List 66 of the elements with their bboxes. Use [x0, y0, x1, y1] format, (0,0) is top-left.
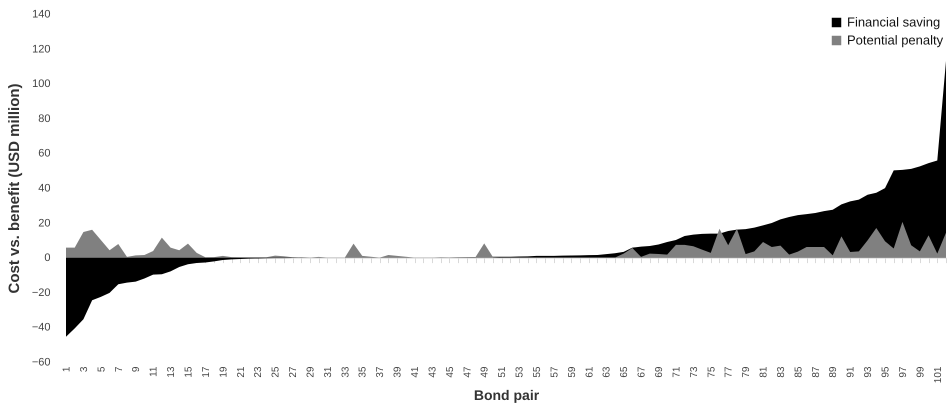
x-tick-label: 55: [532, 366, 543, 378]
x-tick-label: 77: [724, 366, 735, 378]
y-tick-label: −60: [32, 356, 50, 368]
x-tick-label: 33: [340, 366, 352, 378]
x-tick-label: 23: [253, 366, 264, 378]
y-tick-label: 120: [32, 43, 50, 56]
x-tick-label: 73: [688, 366, 700, 378]
x-tick-label: 31: [322, 366, 334, 378]
x-tick-label: 97: [898, 366, 909, 378]
x-tick-label: 95: [880, 366, 892, 378]
x-tick-label: 101: [932, 366, 944, 384]
x-tick-label: 29: [305, 366, 316, 378]
y-tick-label: 100: [32, 78, 50, 90]
x-tick-label: 15: [183, 366, 194, 378]
x-tick-label: 53: [514, 366, 526, 378]
x-tick-label: 5: [96, 366, 108, 372]
x-tick-label: 57: [549, 366, 560, 378]
x-tick-label: 63: [602, 366, 613, 378]
legend-label: Financial saving: [847, 14, 940, 30]
x-tick-label: 37: [375, 366, 386, 378]
x-tick-label: 61: [584, 366, 596, 378]
x-tick-label: 65: [619, 366, 630, 378]
x-tick-label: 85: [793, 366, 804, 378]
x-tick-label: 93: [863, 366, 874, 378]
y-axis-title: Cost vs. benefit (USD million): [6, 83, 23, 294]
x-tick-label: 59: [566, 366, 578, 378]
y-tick-label: 0: [44, 252, 50, 264]
x-tick-label: 19: [218, 366, 230, 378]
x-tick-label: 81: [758, 366, 770, 378]
x-tick-label: 13: [166, 366, 178, 378]
x-tick-label: 91: [846, 366, 857, 378]
x-tick-label: 9: [131, 366, 142, 372]
y-tick-label: 140: [32, 8, 50, 20]
x-tick-label: 71: [671, 366, 682, 378]
y-tick-label: −20: [32, 286, 50, 299]
x-tick-label: 99: [915, 366, 926, 378]
x-tick-label: 21: [236, 366, 247, 378]
x-tick-label: 69: [654, 366, 665, 378]
x-tick-label: 79: [741, 366, 752, 378]
x-axis-title: Bond pair: [474, 387, 540, 404]
x-tick-label: 47: [462, 366, 474, 378]
x-tick-label: 87: [810, 366, 822, 378]
x-tick-label: 41: [410, 366, 422, 378]
y-tick-label: 60: [38, 148, 50, 160]
x-tick-label: 17: [200, 366, 212, 378]
legend-label: Potential penalty: [847, 32, 944, 48]
x-tick-label: 49: [480, 366, 491, 378]
y-tick-label: 80: [38, 112, 50, 125]
x-tick-label: 7: [114, 366, 125, 372]
x-tick-label: 39: [392, 366, 404, 378]
x-tick-label: 27: [288, 366, 300, 378]
x-tick-label: 43: [427, 366, 438, 378]
y-tick-label: 20: [38, 217, 50, 230]
x-tick-label: 51: [497, 366, 508, 378]
x-tick-label: 89: [828, 366, 840, 378]
x-tick-label: 83: [776, 366, 787, 378]
y-tick-label: 40: [38, 182, 50, 194]
x-tick-label: 75: [706, 366, 718, 378]
y-tick-label: −40: [32, 322, 50, 334]
x-tick-label: 11: [148, 366, 160, 377]
x-tick-label: 67: [636, 366, 648, 378]
x-tick-label: 3: [78, 366, 90, 372]
x-tick-label: 25: [270, 366, 282, 378]
x-tick-label: 1: [62, 366, 72, 372]
x-tick-label: 35: [358, 366, 369, 378]
x-tick-label: 45: [444, 366, 456, 378]
